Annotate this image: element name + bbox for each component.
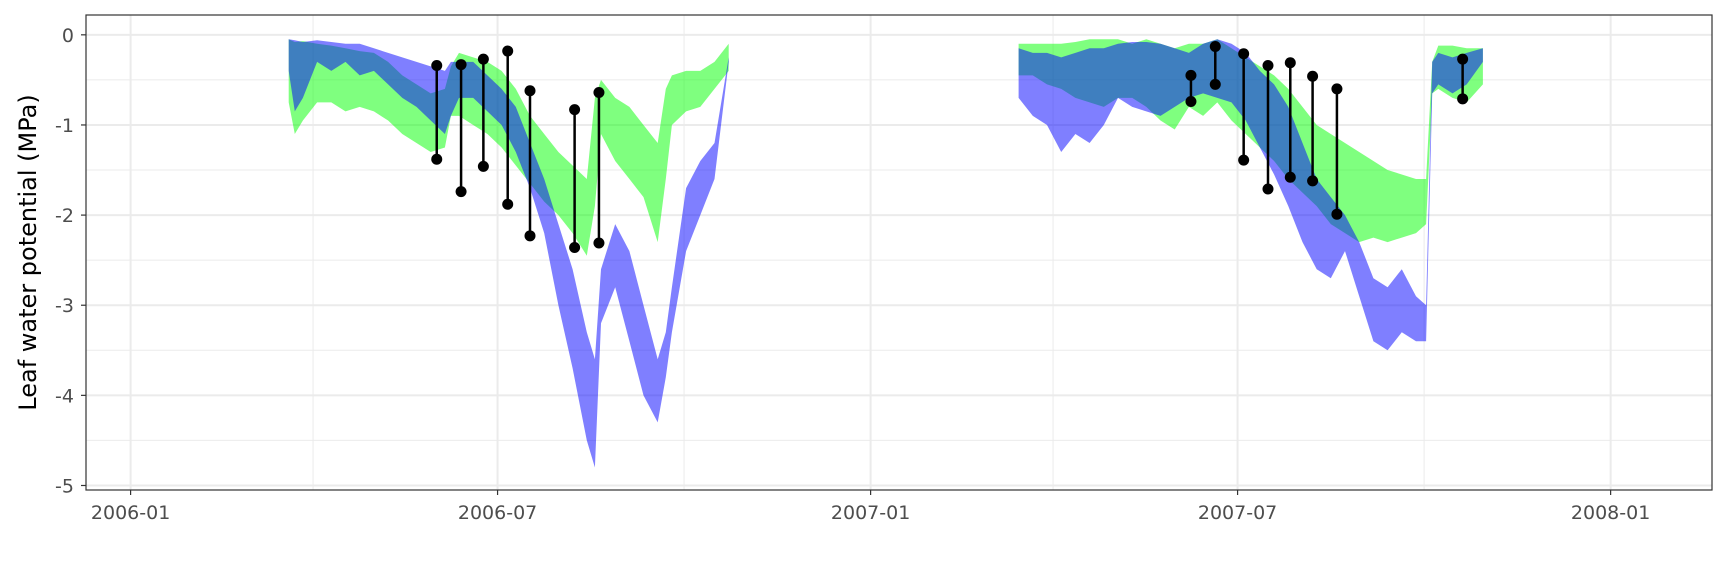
observation-max-point [1457, 53, 1469, 65]
observation-min-point [1331, 208, 1343, 220]
y-tick-label: -2 [55, 205, 74, 227]
y-axis-title: Leaf water potential (MPa) [14, 94, 42, 410]
observation-min-point [477, 160, 489, 172]
grid-lines [86, 15, 1712, 490]
x-tick-label: 2007-01 [831, 502, 910, 524]
observation-min-point [524, 230, 536, 242]
observation-min-point [593, 237, 605, 249]
observation-max-point [1284, 57, 1296, 69]
y-tick-label: -4 [55, 385, 74, 407]
x-tick-label: 2007-07 [1198, 502, 1277, 524]
observation-min-point [502, 198, 514, 210]
x-tick-label: 2006-07 [458, 502, 537, 524]
axes: 0 -1 -2 -3 -4 -5 2006-01 2006-07 2007-01 2007-07 2… [55, 25, 1650, 524]
observation-max-point [1238, 48, 1250, 60]
observation-min-point [1238, 154, 1250, 166]
observation-min-point [1262, 183, 1274, 195]
observation-max-point [455, 59, 467, 71]
y-tick-label: -3 [55, 295, 74, 317]
observation-max-point [1262, 59, 1274, 71]
observation-max-point [502, 45, 514, 57]
observation-min-point [1307, 175, 1319, 187]
observation-min-point [1457, 93, 1469, 105]
blue-band-segment [1018, 39, 1483, 351]
panel-border [85, 14, 1713, 491]
observation-max-point [477, 53, 489, 65]
observation-min-point [431, 153, 443, 165]
x-tick-label: 2008-01 [1571, 502, 1650, 524]
observation-max-point [524, 85, 536, 97]
y-tick-label: -5 [55, 475, 74, 497]
observation-min-point [1209, 78, 1221, 90]
observation-max-point [431, 59, 443, 71]
observation-max-point [1185, 69, 1197, 81]
observation-min-point [569, 242, 581, 254]
observation-min-point [1284, 171, 1296, 183]
y-tick-label: 0 [62, 25, 74, 47]
observation-max-point [593, 87, 605, 99]
observation-max-point [1331, 83, 1343, 95]
y-tick-label: -1 [55, 115, 74, 137]
observation-layer [431, 41, 1469, 254]
observation-max-point [569, 104, 581, 116]
observation-min-point [1185, 96, 1197, 108]
observation-max-point [1307, 70, 1319, 82]
x-tick-label: 2006-01 [91, 502, 170, 524]
observation-max-point [1209, 41, 1221, 53]
observation-min-point [455, 186, 467, 198]
